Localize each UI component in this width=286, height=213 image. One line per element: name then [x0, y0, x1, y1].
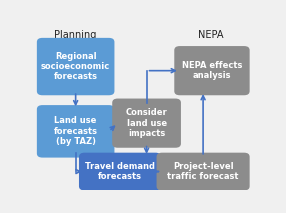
Text: Planning: Planning — [54, 30, 97, 40]
Text: NEPA effects
analysis: NEPA effects analysis — [182, 61, 242, 80]
Text: Consider
land use
impacts: Consider land use impacts — [126, 108, 167, 138]
FancyBboxPatch shape — [79, 153, 161, 190]
FancyBboxPatch shape — [112, 99, 181, 148]
FancyBboxPatch shape — [174, 46, 250, 95]
FancyBboxPatch shape — [37, 38, 114, 95]
Text: Regional
socioeconomic
forecasts: Regional socioeconomic forecasts — [41, 52, 110, 81]
FancyBboxPatch shape — [156, 153, 250, 190]
Text: Project-level
traffic forecast: Project-level traffic forecast — [167, 162, 239, 181]
Text: NEPA: NEPA — [198, 30, 224, 40]
Text: Land use
forecasts
(by TAZ): Land use forecasts (by TAZ) — [54, 117, 98, 146]
FancyBboxPatch shape — [37, 105, 114, 158]
Text: Travel demand
forecasts: Travel demand forecasts — [85, 162, 155, 181]
